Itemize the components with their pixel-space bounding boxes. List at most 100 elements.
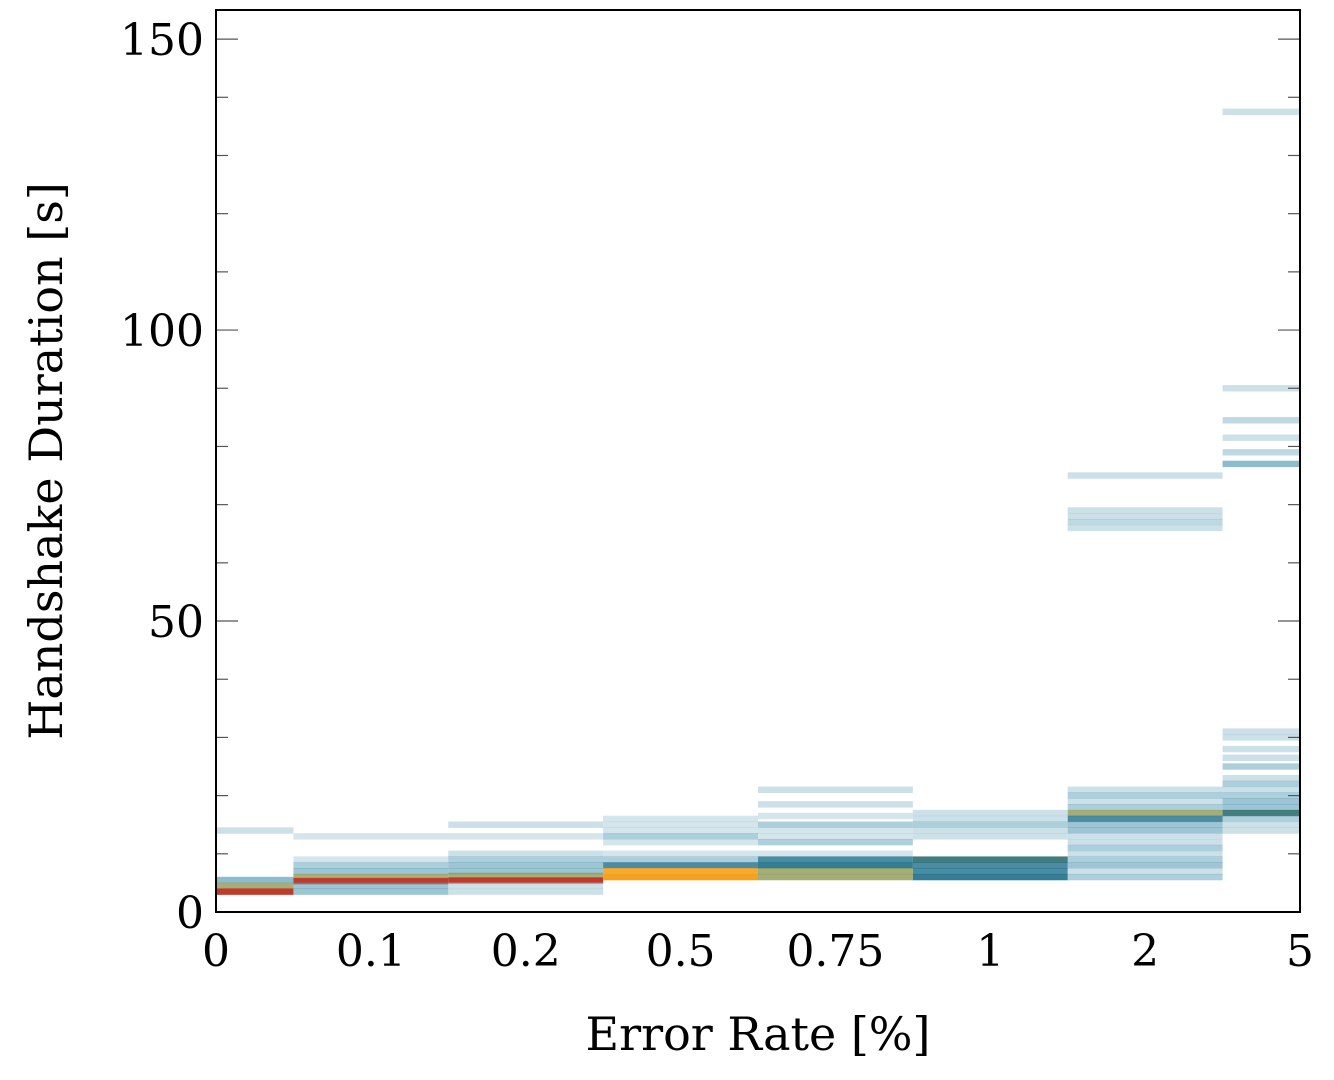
- heatmap-band-51: [912, 868, 1068, 875]
- heatmap-band-13: [448, 833, 604, 840]
- heatmap-band-18: [448, 872, 604, 880]
- heatmap-band-56: [1067, 518, 1223, 526]
- heatmap-band-53: [1067, 472, 1223, 479]
- heatmap-band-16: [448, 862, 604, 869]
- heatmap-band-41: [758, 862, 913, 869]
- heatmap-band-42: [758, 868, 913, 875]
- y-tick-labels: 0 50 100 150: [120, 15, 204, 939]
- heatmap-band-64: [1067, 821, 1223, 828]
- heatmap-band-52: [912, 873, 1068, 881]
- heatmap-band-54: [1067, 507, 1223, 514]
- heatmap-band-9: [293, 877, 449, 885]
- heatmap-band-69: [1067, 850, 1223, 858]
- heatmap-band-44: [912, 809, 1068, 817]
- heatmap-band-81: [1222, 734, 1300, 741]
- heatmap-band-10: [293, 882, 449, 890]
- heatmap-band-58: [1067, 786, 1223, 793]
- heatmap-band-37: [758, 833, 913, 840]
- heatmap-band-90: [1222, 804, 1300, 811]
- heatmap-band-75: [1222, 385, 1300, 392]
- x-tick-label-4: 0.75: [786, 926, 884, 977]
- heatmap-band-59: [1067, 792, 1223, 799]
- heatmap-band-39: [758, 850, 913, 858]
- heatmap-band-48: [912, 833, 1068, 840]
- heatmap-band-62: [1067, 809, 1223, 817]
- x-tick-label-0: 0: [202, 926, 230, 977]
- x-axis-title: Error Rate [%]: [586, 1007, 931, 1061]
- heatmap-band-21: [448, 888, 604, 895]
- x-tick-label-6: 2: [1131, 926, 1159, 977]
- heatmap-band-30: [603, 868, 758, 875]
- heatmap-band-45: [912, 815, 1068, 823]
- heatmap-band-68: [1067, 844, 1223, 852]
- heatmap-band-83: [1222, 754, 1300, 761]
- heatmap-band-84: [1222, 763, 1300, 770]
- heatmap-band-2: [216, 882, 294, 890]
- heatmap-band-36: [758, 827, 913, 834]
- heatmap-band-79: [1222, 460, 1300, 468]
- heatmap-band-57: [1067, 524, 1223, 532]
- heatmap-band-40: [758, 856, 913, 863]
- x-tick-label-1: 0.1: [336, 926, 406, 977]
- heatmap-band-66: [1067, 833, 1223, 840]
- y-tick-label-100: 100: [120, 306, 204, 357]
- heatmap-band-31: [603, 873, 758, 881]
- heatmap-band-63: [1067, 815, 1223, 823]
- heatmap-band-1: [216, 876, 294, 884]
- x-tick-label-2: 0.2: [491, 926, 561, 977]
- heatmap-band-29: [603, 862, 758, 869]
- heatmap-band-28: [603, 856, 758, 863]
- heatmap-band-38: [758, 838, 913, 846]
- heatmap-band-55: [1067, 513, 1223, 520]
- heatmap-band-25: [603, 833, 758, 840]
- heatmap-band-85: [1222, 774, 1300, 782]
- heatmap-band-5: [293, 856, 449, 863]
- heatmap-band-61: [1067, 804, 1223, 811]
- heatmap-band-6: [293, 862, 449, 869]
- x-tick-labels: 0 0.1 0.2 0.5 0.75 1 2 5: [202, 926, 1314, 977]
- x-tick-label-5: 1: [976, 926, 1004, 977]
- y-tick-label-150: 150: [120, 15, 204, 66]
- heatmap-band-91: [1222, 809, 1300, 817]
- heatmap-band-12: [448, 821, 604, 828]
- heatmap-band-73: [1067, 873, 1223, 881]
- x-tick-label-7: 5: [1286, 926, 1314, 977]
- heatmap-band-15: [448, 856, 604, 863]
- heatmap-band-74: [1222, 108, 1300, 116]
- heatmap-band-35: [758, 821, 913, 828]
- heatmap-band-33: [758, 801, 913, 808]
- heatmap-band-14: [448, 850, 604, 858]
- plot-frame: [215, 9, 1301, 913]
- heatmap-band-67: [1067, 838, 1223, 846]
- heatmap-band-32: [758, 786, 913, 793]
- y-tick-label-50: 50: [148, 597, 204, 648]
- heatmap-band-17: [448, 868, 604, 875]
- heatmap-band-24: [603, 827, 758, 834]
- heatmap-band-11: [293, 888, 449, 895]
- heatmap-band-20: [448, 882, 604, 890]
- heatmap-band-43: [758, 873, 913, 881]
- heatmap-band-4: [293, 833, 449, 840]
- heatmap-band-92: [1222, 815, 1300, 823]
- heatmap-band-94: [1222, 827, 1300, 834]
- heatmap-band-7: [293, 868, 449, 875]
- heatmap-band-8: [293, 873, 449, 881]
- heatmap-band-3: [216, 888, 294, 895]
- heatmap-band-23: [603, 821, 758, 828]
- heatmap-band-65: [1067, 827, 1223, 834]
- heatmap-band-78: [1222, 449, 1300, 456]
- heatmap-band-19: [448, 877, 604, 884]
- heatmap-band-80: [1222, 728, 1300, 735]
- y-axis-title: Handshake Duration [s]: [19, 182, 73, 740]
- heatmap-band-0: [216, 827, 294, 834]
- heatmap-band-22: [603, 815, 758, 823]
- heatmap-band-47: [912, 827, 1068, 834]
- heatmap-band-34: [758, 812, 913, 820]
- heatmap-bands: [216, 108, 1300, 895]
- heatmap-band-27: [603, 850, 758, 858]
- heatmap-band-93: [1222, 821, 1300, 828]
- y-tick-label-0: 0: [176, 888, 204, 939]
- heatmap-band-82: [1222, 745, 1300, 753]
- heatmap-band-50: [912, 862, 1068, 869]
